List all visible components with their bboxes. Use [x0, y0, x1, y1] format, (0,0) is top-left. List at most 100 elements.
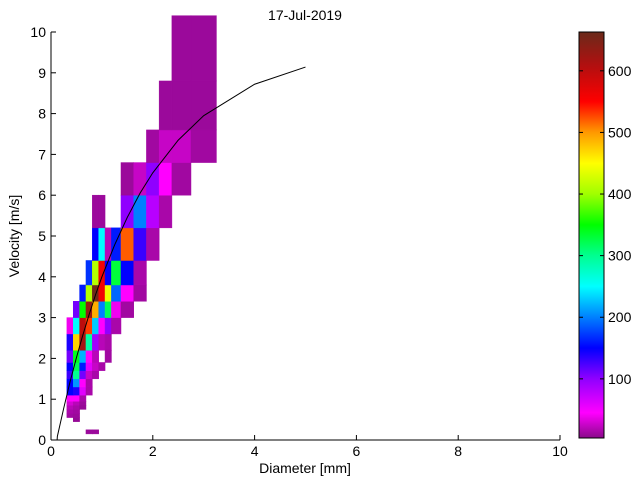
heatmap-cell	[98, 227, 106, 261]
heatmap-cell	[72, 409, 80, 414]
heatmap-cell	[79, 317, 87, 335]
heatmap-cell	[111, 227, 122, 261]
colorbar: 100 200 300 400 500 600	[578, 31, 632, 439]
heatmap-cell	[98, 194, 106, 229]
heatmap-cell	[98, 362, 106, 371]
heatmap-cell	[92, 370, 99, 380]
heatmap-cell	[66, 394, 74, 402]
heatmap-cell	[72, 400, 80, 406]
x-tick-label: 10	[552, 443, 568, 459]
heatmap-cell	[190, 80, 217, 131]
heatmap-cell	[66, 409, 74, 414]
heatmap-cell	[104, 349, 112, 363]
heatmap-cell	[133, 260, 147, 286]
heatmap-cell	[98, 301, 106, 318]
heatmap-cell	[111, 284, 122, 302]
heatmap-cell	[85, 378, 93, 388]
heatmap-cell	[72, 413, 80, 418]
y-tick-label: 4	[38, 269, 46, 285]
colorbar-tick-label: 600	[608, 63, 632, 79]
heatmap-cell	[111, 260, 122, 286]
heatmap-cell	[133, 194, 147, 229]
heatmap-cell	[72, 370, 80, 380]
heatmap-cell	[158, 162, 173, 196]
heatmap-cell	[79, 284, 87, 302]
fit-line	[56, 66, 306, 441]
y-tick-label: 8	[38, 106, 46, 122]
heatmap-cell	[66, 362, 74, 371]
heatmap-cell	[72, 333, 80, 351]
heatmap-cell	[79, 349, 87, 363]
heatmap-cell	[120, 284, 134, 302]
x-axis-label: Diameter [mm]	[259, 460, 351, 476]
heatmap-cell	[66, 349, 74, 363]
heatmap-cell	[92, 429, 99, 435]
heatmap-cell	[98, 284, 106, 302]
y-tick-label: 5	[38, 228, 46, 244]
heatmap-cell	[85, 260, 93, 286]
heatmap-cell	[79, 378, 87, 388]
heatmap-cell	[66, 317, 74, 335]
heatmap-cell	[72, 394, 80, 402]
heatmap-cell	[158, 194, 173, 229]
heatmap-cell	[146, 194, 160, 229]
heatmap-cell	[79, 405, 87, 410]
heatmap-cell	[79, 370, 87, 380]
heatmap-cell	[72, 301, 80, 318]
colorbar-tick-label: 200	[608, 309, 632, 325]
heatmap-cell	[120, 260, 134, 286]
heatmap-cell	[72, 317, 80, 335]
y-tick-label: 7	[38, 146, 46, 162]
heatmap-cell	[104, 333, 112, 351]
heatmap-cell	[104, 260, 112, 286]
heatmap-cell	[120, 162, 134, 196]
heatmap-cell	[120, 227, 134, 261]
heatmap-cell	[79, 400, 87, 406]
heatmap-cell	[79, 301, 87, 318]
heatmap-cell	[66, 400, 74, 406]
heatmap-cell	[85, 333, 93, 351]
y-tick-label: 1	[38, 391, 46, 407]
heatmap-cell	[146, 227, 160, 261]
heatmap-cell	[133, 284, 147, 302]
heatmap-cell	[92, 301, 99, 318]
heatmap-cell	[72, 386, 80, 396]
y-tick-label: 0	[38, 432, 46, 448]
colorbar-tick-label: 400	[608, 186, 632, 202]
chart-title: 17-Jul-2019	[268, 7, 342, 23]
heatmap-cell	[190, 129, 217, 163]
heatmap-cell	[85, 284, 93, 302]
heatmap-cell	[79, 362, 87, 371]
heatmap-cell	[79, 386, 87, 396]
colorbar-tick-label: 300	[608, 248, 632, 264]
heatmap-cell	[98, 317, 106, 335]
heatmap-cell	[66, 413, 74, 418]
heatmap-cell	[72, 378, 80, 388]
heatmap-cell	[111, 301, 122, 318]
heatmap-cell	[104, 301, 112, 318]
heatmap-cell	[104, 284, 112, 302]
y-tick-label: 9	[38, 65, 46, 81]
heatmap-cell	[92, 349, 99, 363]
y-tick-label: 10	[30, 24, 46, 40]
heatmap-cell	[111, 317, 122, 335]
heatmap-cells	[66, 15, 217, 435]
y-tick-label: 6	[38, 187, 46, 203]
heatmap-cell	[120, 301, 134, 318]
y-tick-label: 2	[38, 350, 46, 366]
heatmap-cell	[92, 362, 99, 371]
colorbar-tick-label: 100	[608, 371, 632, 387]
heatmap-cell	[85, 429, 93, 435]
heatmap-cell	[92, 317, 99, 335]
heatmap-cell	[72, 417, 80, 422]
heatmap-cell	[98, 333, 106, 351]
x-tick-label: 8	[454, 443, 462, 459]
heatmap-cell	[133, 162, 147, 196]
heatmap-cell	[85, 349, 93, 363]
heatmap-cell	[85, 362, 93, 371]
heatmap-cell	[92, 260, 99, 286]
heatmap-cell	[158, 129, 173, 163]
heatmap-cell	[171, 15, 192, 82]
heatmap-cell	[98, 260, 106, 286]
heatmap-cell	[66, 333, 74, 351]
